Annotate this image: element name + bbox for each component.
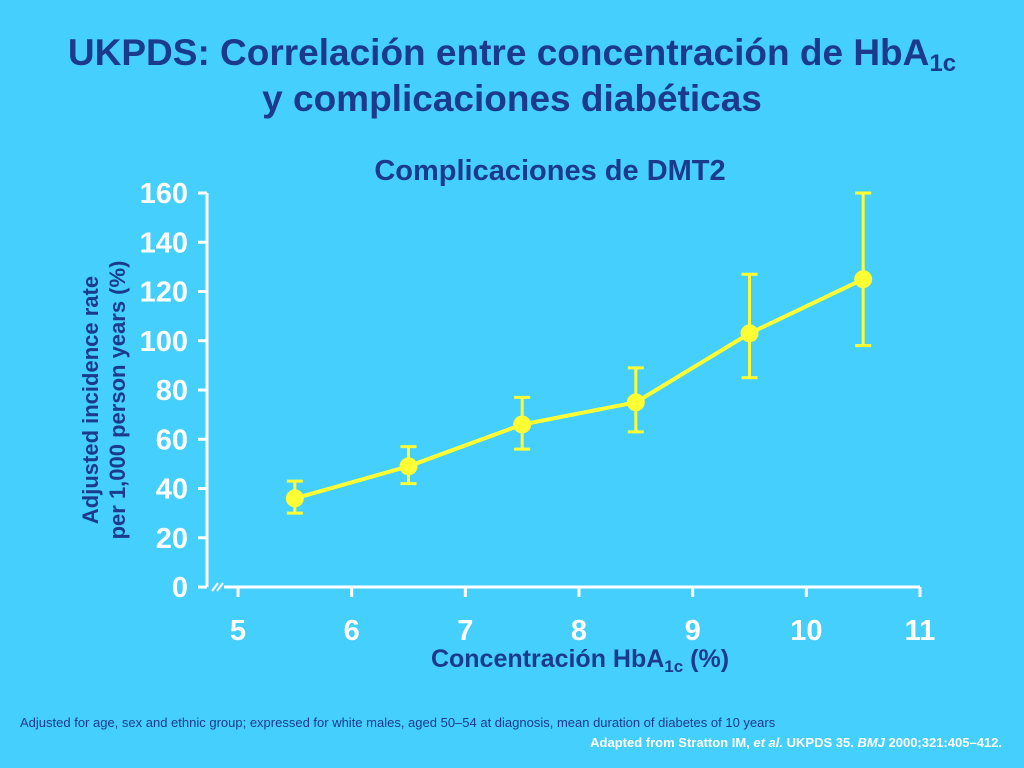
y-tick-label: 60 [156, 424, 188, 456]
x-tick-label: 5 [230, 615, 246, 647]
x-tick-label: 6 [344, 615, 360, 647]
y-tick-label: 0 [172, 572, 188, 604]
y-tick-label: 80 [156, 375, 188, 407]
y-tick-label: 20 [156, 523, 188, 555]
data-point [285, 489, 304, 508]
footnote: Adjusted for age, sex and ethnic group; … [20, 715, 776, 730]
y-tick-label: 100 [140, 326, 188, 358]
data-point [854, 270, 873, 289]
chart-title: Complicaciones de DMT2 [374, 155, 726, 187]
data-point [399, 457, 418, 476]
series-line [294, 277, 865, 501]
axis-break-mark [216, 582, 224, 592]
y-tick-label: 40 [156, 474, 188, 506]
source-citation: Adapted from Stratton IM, et al. UKPDS 3… [590, 735, 1002, 750]
page-title: UKPDS: Correlación entre concentración d… [0, 30, 1024, 122]
title-line-1: UKPDS: Correlación entre concentración d… [67, 32, 957, 77]
y-tick-label: 120 [140, 277, 188, 309]
x-tick-label: 9 [685, 615, 701, 647]
x-tick-label: 8 [571, 615, 587, 647]
data-point [626, 393, 645, 412]
title-line-2: y complicaciones diabéticas [262, 78, 762, 119]
data-point [513, 415, 532, 434]
data-point [740, 324, 759, 343]
axis-break-mark [211, 582, 219, 592]
y-tick-label: 140 [140, 227, 188, 259]
x-tick-label: 11 [905, 615, 936, 647]
x-axis-label: Concentración HbA1c (%) [430, 645, 730, 676]
y-tick-label: 160 [140, 178, 188, 210]
x-tick-label: 7 [457, 615, 473, 647]
x-tick-label: 10 [790, 615, 822, 647]
